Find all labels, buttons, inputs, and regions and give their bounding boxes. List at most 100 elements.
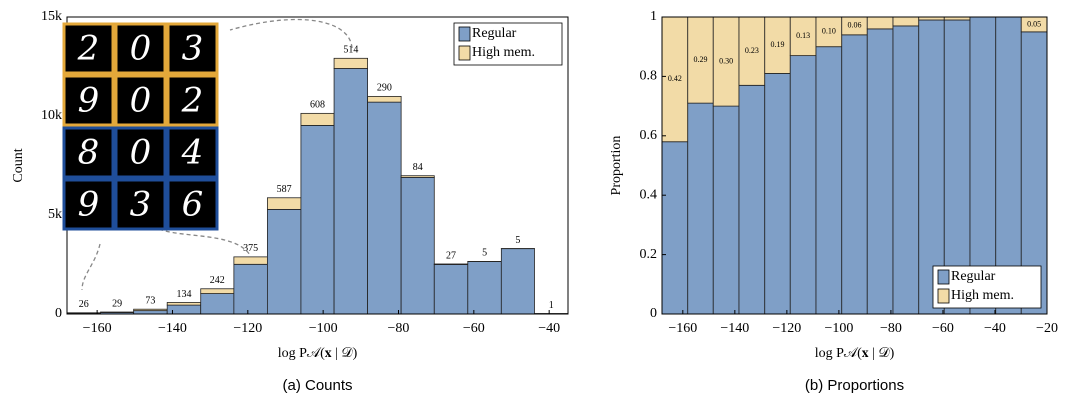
- x-tick-label: −140: [720, 321, 749, 336]
- bar-segment: [333, 57, 368, 69]
- data-label: 608: [310, 100, 325, 111]
- bar-segment: [789, 55, 817, 315]
- bar-segment: [969, 16, 997, 315]
- inset-tile: [114, 178, 167, 231]
- data-label: 26: [79, 299, 89, 310]
- y-tick-label: 15k: [41, 9, 62, 24]
- x-tick-label: −60: [932, 321, 954, 336]
- legend-swatch: [937, 288, 950, 304]
- bar-segment: [738, 84, 766, 315]
- legend-label: Regular: [472, 26, 517, 41]
- inset-digit: 0: [130, 133, 152, 173]
- y-tick-label: 1: [650, 9, 657, 24]
- inset-tile: [166, 74, 219, 127]
- bar-segment: [943, 19, 971, 315]
- y-tick-label: 0: [650, 306, 657, 321]
- inset-tile: [114, 126, 167, 179]
- bar-segment: [712, 105, 740, 315]
- inset-tile: [114, 22, 167, 75]
- bar-segment: [661, 16, 689, 143]
- data-label: 0.23: [745, 46, 759, 55]
- x-tick-label: −60: [463, 321, 485, 336]
- data-label: 290: [377, 83, 392, 94]
- bar-segment: [266, 208, 302, 315]
- data-label: 0.13: [796, 31, 810, 40]
- inset-tile: [166, 178, 219, 231]
- bar-segment: [866, 16, 894, 30]
- bar-segment: [995, 16, 1022, 315]
- inset-tile: [62, 126, 115, 179]
- caption: (b) Proportions: [805, 377, 904, 394]
- y-tick-label: 0.8: [640, 69, 658, 84]
- inset-digit: 9: [78, 185, 100, 225]
- bar-segment: [500, 248, 535, 315]
- bar-segment: [100, 311, 135, 313]
- bar-segment: [687, 16, 714, 104]
- x-tick-label: −160: [83, 321, 112, 336]
- bar-segment: [133, 310, 168, 315]
- data-label: 514: [343, 45, 358, 56]
- x-tick-label: −40: [538, 321, 560, 336]
- data-label: 27: [446, 250, 456, 261]
- inset-tile: [62, 22, 115, 75]
- bar-segment: [66, 312, 101, 314]
- data-label: 0.30: [719, 56, 733, 65]
- data-label: 0.06: [848, 21, 862, 30]
- bar-segment: [892, 16, 920, 27]
- legend-label: Regular: [951, 269, 996, 284]
- bar-segment: [433, 264, 469, 315]
- bar-segment: [166, 302, 202, 306]
- bar-segment: [233, 256, 268, 265]
- inset-tile: [166, 126, 219, 179]
- data-label: 0.19: [771, 40, 785, 49]
- y-axis-label: Count: [11, 148, 26, 182]
- data-label: 242: [210, 275, 225, 286]
- legend-box: [932, 265, 1042, 309]
- data-label: 29: [112, 298, 122, 309]
- plot-frame: [661, 16, 1048, 315]
- bar-segment: [200, 288, 235, 294]
- x-tick-label: −20: [1036, 321, 1058, 336]
- bar-segment: [133, 308, 168, 312]
- x-tick-label: −80: [880, 321, 902, 336]
- bar-segment: [866, 28, 894, 315]
- bar-segment: [738, 16, 766, 86]
- x-tick-label: −80: [388, 321, 410, 336]
- inset-digit: 4: [181, 133, 204, 173]
- legend-box: [453, 22, 563, 66]
- inset-digit: 6: [182, 185, 204, 225]
- data-label: 0.29: [694, 55, 708, 64]
- inset-digit: 8: [78, 133, 100, 173]
- caption: (a) Counts: [282, 377, 352, 394]
- bar-segment: [367, 95, 402, 103]
- inset-digit: 9: [78, 81, 100, 121]
- inset-digit: 3: [130, 185, 152, 225]
- bar-segment: [892, 25, 920, 315]
- connector: [81, 243, 101, 291]
- x-tick-label: −140: [158, 321, 187, 336]
- x-tick-label: −100: [309, 321, 338, 336]
- x-tick-label: −120: [233, 321, 262, 336]
- data-label: 0.05: [1027, 19, 1041, 28]
- inset-tile: [62, 74, 115, 127]
- bar-segment: [815, 16, 843, 48]
- inset-digit: 0: [130, 29, 152, 69]
- bar-segment: [687, 102, 714, 315]
- legend-swatch: [458, 26, 471, 42]
- data-label: 0.10: [822, 27, 836, 36]
- bar-segment: [400, 175, 435, 178]
- y-tick-label: 0: [55, 306, 62, 321]
- legend-label: High mem.: [951, 288, 1014, 303]
- data-label: 134: [176, 289, 191, 300]
- inset-tile: [62, 178, 115, 231]
- bar-segment: [841, 34, 868, 315]
- y-tick-label: 0.4: [640, 187, 658, 202]
- bar-segment: [815, 46, 843, 315]
- data-label: 73: [145, 295, 155, 306]
- bar-segment: [200, 293, 235, 315]
- data-label: 5: [482, 248, 487, 259]
- x-tick-label: −100: [824, 321, 853, 336]
- legend-label: High mem.: [472, 45, 535, 60]
- inset-tile: [114, 74, 167, 127]
- bar-segment: [333, 68, 368, 315]
